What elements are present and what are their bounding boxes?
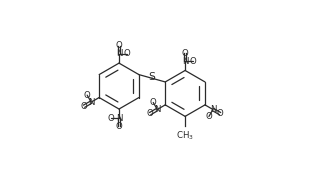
- Text: O: O: [150, 98, 157, 107]
- Text: O: O: [81, 102, 88, 111]
- Text: O: O: [116, 122, 122, 131]
- Text: O: O: [147, 109, 154, 118]
- Text: N: N: [116, 114, 122, 123]
- Text: N: N: [88, 98, 94, 107]
- Text: S: S: [149, 72, 155, 82]
- Text: O: O: [108, 114, 114, 123]
- Text: N: N: [116, 49, 122, 58]
- Text: CH$_3$: CH$_3$: [176, 129, 194, 142]
- Text: O: O: [206, 112, 212, 121]
- Text: O: O: [216, 109, 223, 118]
- Text: O: O: [124, 49, 131, 58]
- Text: O: O: [84, 91, 91, 100]
- Text: O: O: [116, 41, 122, 50]
- Text: N: N: [210, 105, 216, 114]
- Text: N: N: [182, 57, 188, 66]
- Text: O: O: [182, 49, 189, 58]
- Text: O: O: [190, 57, 196, 66]
- Text: N: N: [154, 105, 160, 114]
